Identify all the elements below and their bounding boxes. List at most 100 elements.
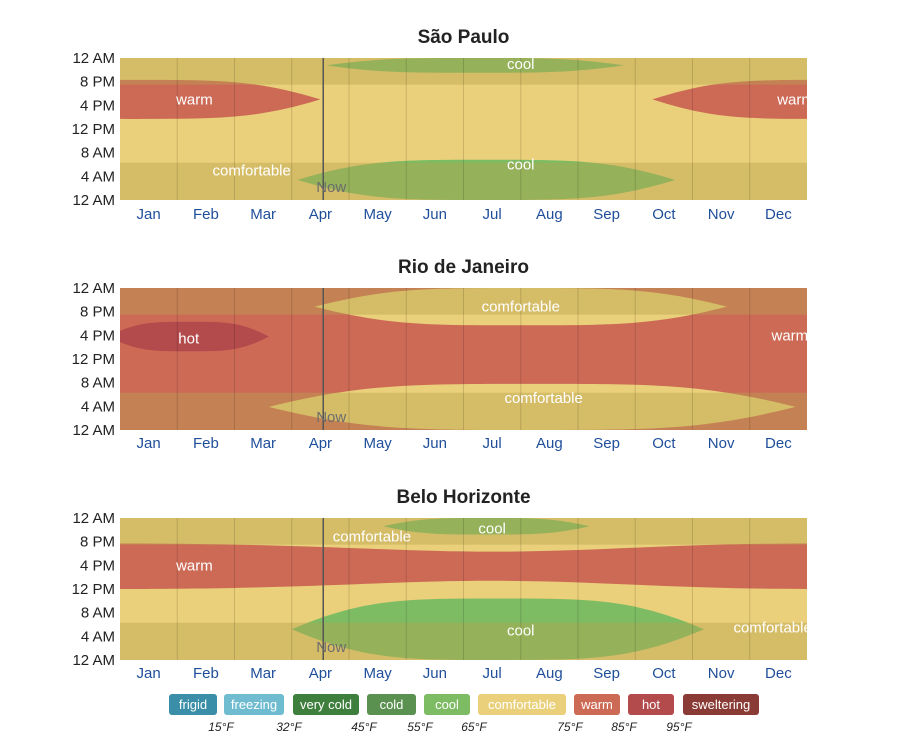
band-label: comfortable [482, 298, 560, 315]
x-tick-label: Sep [593, 435, 620, 452]
y-tick-label: 4 AM [81, 628, 115, 645]
x-tick-label: Jun [423, 435, 447, 452]
legend-label: cool [435, 697, 459, 712]
legend-swatch-freezing [224, 694, 284, 715]
y-tick-label: 8 AM [81, 145, 115, 162]
legend-swatch-frigid [169, 694, 217, 715]
y-tick-label: 12 PM [72, 581, 115, 598]
legend-swatch-very_cold [293, 694, 359, 715]
band-label: comfortable [504, 390, 582, 407]
x-tick-label: Apr [309, 665, 332, 682]
band-label: comfortable [733, 619, 811, 636]
band-label: warm [770, 327, 808, 344]
heatmap-band-comfortable [268, 383, 796, 430]
legend-swatch-comfortable [478, 694, 566, 715]
y-tick-label: 12 PM [72, 351, 115, 368]
x-tick-label: Sep [593, 665, 620, 682]
y-tick-label: 4 PM [80, 327, 115, 344]
chart-title: Belo Horizonte [396, 487, 530, 508]
heatmap-band-warm [120, 79, 321, 119]
x-tick-label: Aug [536, 665, 563, 682]
x-tick-label: Jan [137, 435, 161, 452]
x-tick-label: Oct [652, 435, 676, 452]
night-overlay-morning [120, 162, 807, 200]
legend-label: warm [580, 697, 613, 712]
y-tick-label: 12 AM [72, 192, 115, 209]
legend-label: hot [642, 697, 660, 712]
legend-threshold: 15°F [208, 720, 234, 734]
legend-swatch-sweltering [683, 694, 759, 715]
legend-label: very cold [300, 697, 352, 712]
y-tick-label: 4 PM [80, 557, 115, 574]
heatmap-band-cool [383, 518, 590, 535]
y-tick-label: 12 AM [72, 50, 115, 67]
x-tick-label: Oct [652, 206, 676, 223]
x-tick-label: Aug [536, 206, 563, 223]
x-tick-label: Jan [137, 206, 161, 223]
y-tick-label: 12 AM [72, 652, 115, 669]
x-tick-label: Nov [708, 665, 735, 682]
x-tick-label: Feb [193, 206, 219, 223]
x-tick-label: Dec [765, 206, 792, 223]
band-label: warm [175, 91, 213, 108]
plot-area [120, 58, 807, 200]
x-tick-label: Oct [652, 665, 676, 682]
x-tick-label: Jun [423, 665, 447, 682]
legend-swatch-warm [574, 694, 620, 715]
band-label: cool [507, 157, 535, 174]
heatmap-band-comfortable [314, 288, 727, 326]
chart-title: São Paulo [418, 27, 510, 48]
y-tick-label: 12 AM [72, 510, 115, 527]
night-overlay-evening [120, 58, 807, 85]
heatmap-band-warm [120, 543, 807, 589]
legend-label: comfortable [488, 697, 556, 712]
legend-threshold: 65°F [461, 720, 487, 734]
y-tick-label: 8 AM [81, 375, 115, 392]
x-tick-label: Feb [193, 665, 219, 682]
x-tick-label: Dec [765, 665, 792, 682]
y-tick-label: 8 PM [80, 74, 115, 91]
y-tick-label: 12 AM [72, 422, 115, 439]
x-tick-label: Jul [483, 206, 502, 223]
x-tick-label: Apr [309, 435, 332, 452]
legend-swatch-cool [424, 694, 470, 715]
x-tick-label: Nov [708, 435, 735, 452]
heatmap-band-hot [120, 321, 269, 352]
heatmap-band-cool [297, 159, 676, 200]
legend-label: sweltering [692, 697, 751, 712]
band-label: warm [776, 91, 814, 108]
band-label: comfortable [333, 528, 411, 545]
x-tick-label: Mar [250, 665, 276, 682]
legend-threshold: 75°F [557, 720, 583, 734]
x-tick-label: Jul [483, 435, 502, 452]
y-tick-label: 8 PM [80, 304, 115, 321]
x-tick-label: Feb [193, 435, 219, 452]
night-overlay-morning [120, 622, 807, 660]
band-label: cool [507, 622, 535, 639]
legend-label: frigid [179, 697, 207, 712]
heatmap-band-hot [818, 330, 864, 343]
x-tick-label: Jul [483, 665, 502, 682]
night-overlay-evening [120, 288, 807, 315]
now-label: Now [316, 409, 346, 426]
x-tick-label: Mar [250, 435, 276, 452]
legend-swatch-hot [628, 694, 674, 715]
y-tick-label: 8 AM [81, 605, 115, 622]
x-tick-label: Jun [423, 206, 447, 223]
x-tick-label: May [363, 435, 392, 452]
night-overlay-evening [120, 518, 807, 545]
y-tick-label: 12 PM [72, 121, 115, 138]
legend-label: freezing [231, 697, 277, 712]
x-tick-label: Mar [250, 206, 276, 223]
now-label: Now [316, 639, 346, 656]
y-tick-label: 4 AM [81, 168, 115, 185]
band-label: hot [178, 330, 200, 347]
plot-area [120, 288, 864, 430]
band-label: comfortable [212, 162, 290, 179]
plot-area [120, 518, 807, 660]
x-tick-label: May [363, 665, 392, 682]
x-tick-label: Apr [309, 206, 332, 223]
x-tick-label: Jan [137, 665, 161, 682]
